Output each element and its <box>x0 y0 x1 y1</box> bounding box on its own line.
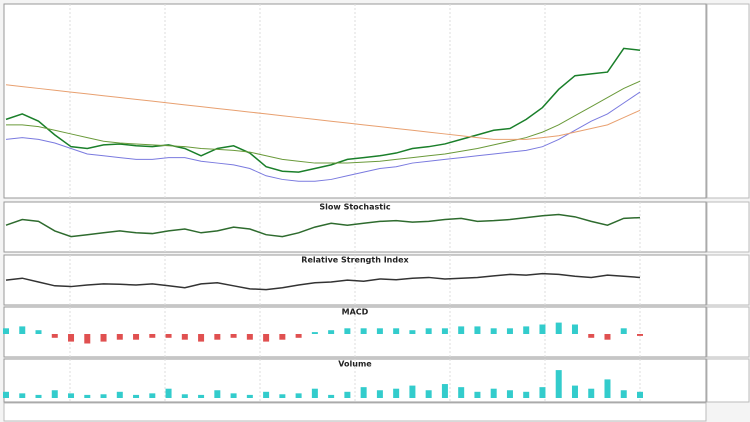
bar <box>425 328 432 334</box>
bar <box>181 334 188 340</box>
bar <box>149 393 156 398</box>
bar <box>246 334 253 340</box>
bar <box>19 326 26 334</box>
bar <box>100 394 107 398</box>
bar <box>360 328 367 334</box>
bar <box>409 330 416 334</box>
bar <box>133 394 140 398</box>
bar <box>3 391 9 398</box>
bar <box>165 334 172 338</box>
series-line <box>5 91 641 182</box>
bar <box>441 328 448 334</box>
bar <box>637 334 643 336</box>
bar <box>279 394 286 398</box>
bar <box>328 394 335 398</box>
bar <box>588 334 595 338</box>
bar <box>246 394 253 398</box>
bar <box>295 393 302 398</box>
bar <box>620 390 627 398</box>
bar <box>474 326 481 334</box>
bar <box>409 385 416 398</box>
bar <box>441 384 448 398</box>
price-axis <box>706 358 750 403</box>
bar <box>295 334 302 338</box>
series-line <box>6 80 641 164</box>
bar <box>376 390 383 398</box>
bar <box>100 334 107 342</box>
bar <box>263 334 270 342</box>
bar <box>555 322 562 334</box>
bar <box>311 388 318 398</box>
bar <box>620 328 627 334</box>
bar <box>68 334 75 342</box>
bar <box>637 391 643 398</box>
bar <box>425 390 432 398</box>
bar <box>344 328 351 334</box>
series-line <box>5 47 641 173</box>
bar <box>393 388 400 398</box>
bar <box>230 334 237 338</box>
bar <box>393 328 400 334</box>
bar <box>230 393 237 398</box>
bar <box>35 394 42 398</box>
bar <box>604 334 611 340</box>
bar <box>116 391 123 398</box>
bar <box>506 328 513 334</box>
bar <box>133 334 140 340</box>
bar <box>506 390 513 398</box>
bar <box>360 387 367 398</box>
bar <box>571 385 578 398</box>
bar <box>474 391 481 398</box>
bar <box>588 388 595 398</box>
price-axis <box>706 3 750 199</box>
bar <box>604 379 611 398</box>
bar <box>344 391 351 398</box>
bar <box>35 330 42 334</box>
bar <box>181 394 188 398</box>
bar <box>51 390 58 398</box>
bar <box>571 324 578 334</box>
bar <box>539 387 546 398</box>
series-line <box>5 84 641 140</box>
bar <box>490 328 497 334</box>
bar <box>84 334 91 344</box>
bar <box>214 334 221 340</box>
price-axis <box>706 201 750 253</box>
bar <box>523 326 530 334</box>
series-line <box>5 272 641 291</box>
panel-title: MACD <box>342 308 369 317</box>
bar <box>311 332 318 334</box>
bar <box>51 334 58 338</box>
panel-title: Volume <box>338 360 372 369</box>
bar <box>523 391 530 398</box>
series-line <box>5 213 641 238</box>
bar <box>198 394 205 398</box>
bar <box>214 390 221 398</box>
bar <box>328 330 335 334</box>
bar <box>198 334 205 342</box>
date-axis <box>3 402 707 422</box>
bar <box>279 334 286 340</box>
bar <box>458 326 465 334</box>
panel-title: Relative Strength Index <box>301 256 409 265</box>
bar <box>490 388 497 398</box>
bar <box>3 328 9 334</box>
bar <box>263 391 270 398</box>
bar <box>19 393 26 398</box>
bar <box>165 388 172 398</box>
bar <box>539 324 546 334</box>
bar <box>458 387 465 398</box>
price-axis <box>706 306 750 358</box>
bar <box>116 334 123 340</box>
bar <box>555 370 562 398</box>
bar <box>68 393 75 398</box>
bar <box>149 334 156 338</box>
panel-title: Slow Stochastic <box>319 203 390 212</box>
price-axis <box>706 254 750 306</box>
bar <box>84 394 91 398</box>
bar <box>376 328 383 334</box>
